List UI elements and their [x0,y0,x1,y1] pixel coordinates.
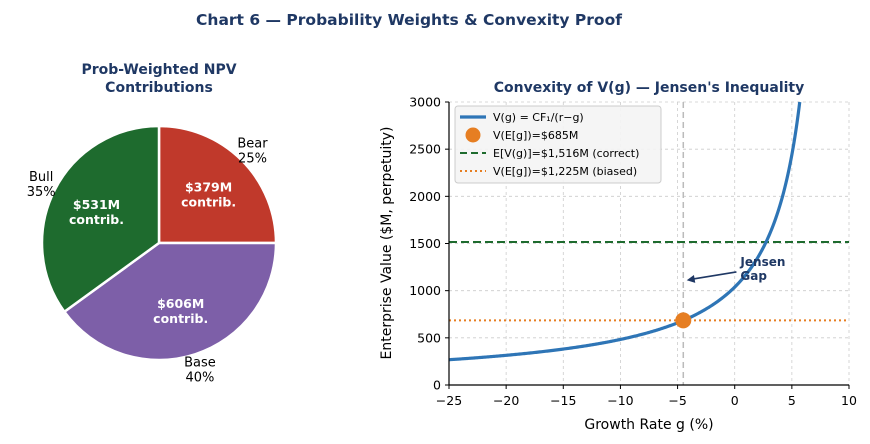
x-tick-label: −15 [550,393,576,408]
pie-slice-pct-base: 40% [185,371,214,386]
pie-slice-sub-base: contrib. [153,311,208,326]
pie-slice-sub-bull: contrib. [69,212,124,227]
pie-slice-bull [40,124,161,314]
pie-slice-value-base: $606M [157,296,204,311]
pie-slice-value-bull: $531M [73,197,120,212]
legend-label: V(E[g])=$1,225M (biased) [493,165,637,178]
x-tick-label: −5 [668,393,686,408]
y-tick-label: 500 [417,330,441,345]
pie-slice-name-bear: Bear [237,137,268,152]
pie-slice-name-bull: Bull [29,170,53,185]
pie-slice-name-base: Base [184,356,216,371]
pie-slice-pct-bull: 35% [27,185,56,200]
y-tick-label: 2000 [409,189,441,204]
x-tick-label: 10 [841,393,857,408]
value-curve [448,101,802,362]
pie-slice-pct-bear: 25% [238,152,267,167]
jensen-gap-arrow [692,271,737,280]
legend-label: V(E[g])=$685M [493,129,578,142]
legend-label: V(g) = CF₁/(r−g) [493,111,584,124]
x-axis-label: Growth Rate g (%) [584,417,713,433]
y-tick-label: 1000 [409,283,441,298]
jensen-gap-label-line-1: Jensen [739,255,785,269]
pie-slice-sub-bear: contrib. [181,194,236,209]
pie-title-line-1: Prob-Weighted NPV [81,62,236,78]
jensen-gap-arrowhead [686,275,696,283]
pie-title-line-2: Contributions [105,80,213,96]
x-tick-label: 5 [788,393,796,408]
y-tick-label: 0 [433,378,441,393]
x-tick-label: −10 [607,393,633,408]
page-title: Chart 6 — Probability Weights & Convexit… [196,11,622,29]
y-axis-label: Enterprise Value ($M, perpetuity) [379,127,395,360]
expected-growth-point [675,312,692,329]
legend-label: E[V(g)]=$1,516M (correct) [493,147,639,160]
y-tick-label: 3000 [409,95,441,110]
pie-slice-value-bear: $379M [185,179,232,194]
line-chart-title: Convexity of V(g) — Jensen's Inequality [494,80,804,96]
y-tick-label: 1500 [409,236,441,251]
x-tick-label: 0 [731,393,739,408]
y-tick-label: 2500 [409,142,441,157]
legend-box [454,105,662,184]
legend: V(g) = CF₁/(r−g) V(E[g])=$685M E[V(g)]=$1,… [454,105,662,184]
pie-slice-bear [157,124,278,245]
pie-slice-base [62,241,278,362]
pie-chart: Prob-Weighted NPV Contributions $379Mcon… [27,62,278,386]
legend-swatch-point [465,127,481,143]
x-tick-label: −20 [493,393,519,408]
x-tick-label: −25 [436,393,462,408]
convexity-line-chart: Convexity of V(g) — Jensen's Inequality … [379,80,857,433]
jensen-gap-label-line-2: Gap [740,269,767,283]
